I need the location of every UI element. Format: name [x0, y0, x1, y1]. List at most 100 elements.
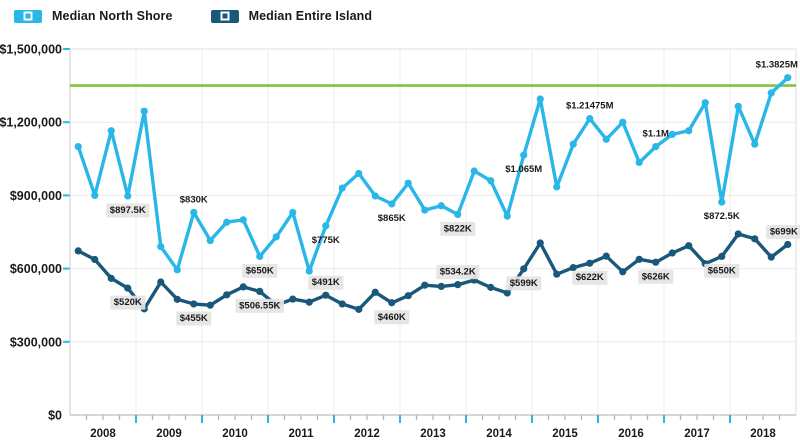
data-point-marker — [734, 102, 742, 110]
y-axis-label: $0 — [48, 409, 62, 423]
data-point-marker — [503, 289, 511, 297]
data-point-marker — [355, 169, 363, 178]
data-point-marker — [751, 235, 759, 243]
data-point-marker — [190, 300, 198, 308]
data-point-marker — [437, 202, 445, 210]
data-label: $897.5K — [110, 205, 146, 216]
data-point-marker — [322, 291, 330, 299]
data-point-marker — [74, 143, 82, 151]
x-axis-year-label: 2013 — [420, 428, 446, 440]
data-point-marker — [289, 208, 297, 217]
data-point-marker — [569, 140, 577, 148]
data-point-marker — [652, 143, 660, 151]
x-axis-year-label: 2014 — [486, 428, 512, 440]
y-axis-label: $300,000 — [10, 335, 62, 349]
data-point-marker — [388, 200, 396, 208]
data-point-marker — [536, 239, 544, 247]
data-point-marker — [718, 252, 726, 260]
north-shore-marker-icon — [23, 11, 33, 21]
data-point-marker — [751, 140, 759, 148]
data-point-marker — [602, 135, 610, 143]
x-axis-year-label: 2017 — [684, 428, 710, 440]
data-point-marker — [503, 212, 511, 220]
data-point-marker — [487, 177, 495, 185]
data-point-marker — [421, 206, 429, 214]
data-label-chip — [235, 298, 284, 313]
data-label-chip — [176, 311, 212, 326]
data-point-marker — [223, 218, 231, 226]
data-label: $520K — [114, 297, 142, 308]
data-label-chip — [242, 263, 278, 278]
y-axis-label: $1,200,000 — [0, 116, 62, 130]
data-point-marker — [157, 243, 165, 251]
data-label: $872.5K — [704, 211, 740, 222]
data-point-marker — [767, 253, 775, 261]
data-point-marker — [157, 278, 165, 286]
data-label: $626K — [642, 271, 670, 282]
data-point-marker — [520, 151, 528, 159]
data-point-marker — [289, 295, 297, 303]
data-point-marker — [652, 258, 660, 266]
data-label: $455K — [180, 313, 208, 324]
data-label: $865K — [378, 213, 406, 224]
data-point-marker — [421, 281, 429, 289]
data-label: $1.3825M — [756, 60, 798, 71]
data-point-marker — [371, 288, 379, 296]
data-point-marker — [124, 192, 132, 200]
data-point-marker — [91, 255, 99, 264]
data-point-marker — [107, 274, 115, 282]
legend-item-north-shore: Median North Shore — [14, 9, 173, 23]
x-axis-year-label: 2018 — [750, 428, 776, 440]
data-point-marker — [685, 127, 693, 135]
x-axis-year-label: 2008 — [90, 428, 116, 440]
data-label: $822K — [444, 223, 472, 234]
data-point-marker — [520, 265, 528, 273]
data-point-marker — [322, 222, 330, 230]
data-point-marker — [668, 249, 676, 257]
data-point-marker — [256, 287, 264, 296]
data-label-chip — [106, 203, 150, 218]
data-point-marker — [338, 300, 346, 308]
data-point-marker — [305, 298, 313, 306]
data-label: $830K — [180, 194, 208, 205]
x-axis-year-label: 2012 — [354, 428, 380, 440]
north-shore-series-swatch-icon — [14, 9, 42, 23]
data-point-marker — [553, 270, 561, 278]
data-label-chip — [374, 310, 410, 325]
data-point-marker — [586, 115, 594, 123]
data-point-marker — [206, 236, 214, 245]
data-point-marker — [536, 95, 544, 103]
data-point-marker — [685, 242, 693, 250]
data-point-marker — [454, 281, 462, 289]
data-label-chip — [436, 265, 480, 280]
data-point-marker — [223, 291, 231, 299]
data-label: $460K — [378, 312, 406, 323]
x-axis-year-label: 2009 — [156, 428, 182, 440]
data-point-marker — [355, 305, 363, 313]
data-label: $1.065M — [505, 164, 542, 175]
y-axis-label: $600,000 — [10, 262, 62, 276]
data-point-marker — [586, 259, 594, 267]
data-label: $699K — [770, 226, 798, 237]
data-point-marker — [190, 208, 198, 217]
data-point-marker — [784, 240, 792, 249]
data-label-chip — [766, 224, 800, 239]
data-label-chip — [572, 270, 608, 285]
y-axis-label: $900,000 — [10, 189, 62, 203]
legend-item-label: Median North Shore — [52, 9, 173, 23]
data-point-marker — [272, 233, 280, 241]
x-axis-year-label: 2011 — [289, 428, 315, 440]
data-point-marker — [619, 268, 627, 276]
data-label-chip — [704, 263, 740, 278]
data-point-marker — [239, 283, 247, 291]
legend-item-entire-island: Median Entire Island — [210, 9, 373, 23]
data-point-marker — [371, 192, 379, 200]
data-label: $534.2K — [440, 267, 476, 278]
data-label-chip — [506, 276, 542, 291]
data-label: $650K — [708, 265, 736, 276]
data-point-marker — [173, 295, 181, 303]
data-point-marker — [553, 183, 561, 191]
data-label: $650K — [246, 265, 274, 276]
